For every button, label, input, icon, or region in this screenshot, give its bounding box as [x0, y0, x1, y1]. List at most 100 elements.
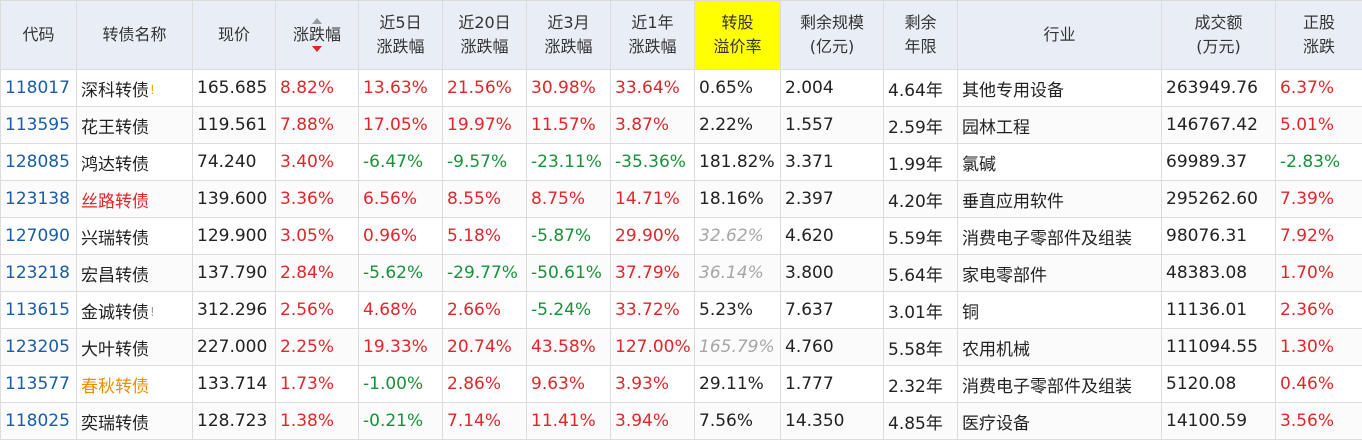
table-row[interactable]: 128085 鸿达转债 74.240 3.40% -6.47% -9.57% -23.11%… — [0, 143, 1362, 181]
chg1y-cell: 29.90% — [610, 217, 695, 255]
name-text: 深科转债 — [81, 80, 149, 101]
name-cell[interactable]: 奕瑞转债 — [76, 402, 193, 440]
industry-text: 铜 — [962, 302, 979, 323]
header-remaining-years[interactable]: 剩余 年限 — [883, 0, 958, 70]
table-row[interactable]: 113595 花王转债 119.561 7.88% 17.05% 19.97% 11.57%… — [0, 106, 1362, 144]
name-cell[interactable]: 宏昌转债 — [76, 254, 193, 292]
price-cell: 129.900 — [192, 217, 276, 255]
change-cell: 7.88% — [275, 106, 359, 144]
name-cell[interactable]: 春秋转债 — [76, 365, 193, 403]
name-cell[interactable]: 丝路转债 — [76, 180, 193, 218]
name-cell[interactable]: 金诚转债! — [76, 291, 193, 329]
chg3m-text: -50.61% — [531, 263, 602, 283]
volume-cell: 98076.31 — [1161, 217, 1276, 255]
code-cell[interactable]: 118025 — [0, 402, 77, 440]
header-code[interactable]: 代码 — [0, 0, 77, 70]
stock-change-cell: 7.39% — [1275, 180, 1362, 218]
name-cell[interactable]: 兴瑞转债 — [76, 217, 193, 255]
chg3m-text: 43.58% — [531, 337, 596, 357]
name-cell[interactable]: 大叶转债 — [76, 328, 193, 366]
chg20d-text: 2.66% — [447, 300, 502, 320]
premium-cell: 5.23% — [694, 291, 781, 329]
price-cell: 165.685 — [192, 69, 276, 107]
code-cell[interactable]: 113595 — [0, 106, 77, 144]
name-cell[interactable]: 花王转债 — [76, 106, 193, 144]
industry-text: 医疗设备 — [962, 413, 1030, 434]
code-cell[interactable]: 123138 — [0, 180, 77, 218]
change-text: 3.05% — [280, 226, 335, 246]
code-cell[interactable]: 128085 — [0, 143, 77, 181]
header-premium[interactable]: 转股 溢价率 — [694, 0, 781, 70]
code-text: 113615 — [5, 300, 70, 320]
code-cell[interactable]: 118017 — [0, 69, 77, 107]
industry-text: 消费电子零部件及组装 — [962, 228, 1132, 249]
chg5d-cell: 6.56% — [358, 180, 443, 218]
volume-text: 295262.60 — [1166, 189, 1258, 209]
table-row[interactable]: 113615 金诚转债! 312.296 2.56% 4.68% 2.66% -5.24% 3… — [0, 291, 1362, 329]
table-row[interactable]: 118025 奕瑞转债 128.723 1.38% -0.21% 7.14% 11.41% 3… — [0, 402, 1362, 440]
chg5d-cell: -6.47% — [358, 143, 443, 181]
industry-text: 氯碱 — [962, 154, 996, 175]
header-name[interactable]: 转债名称 — [76, 0, 193, 70]
remaining-years-cell: 5.58年 — [883, 328, 958, 366]
remaining-years-text: 5.64年 — [888, 265, 943, 286]
chg3m-text: -23.11% — [531, 152, 602, 172]
chg20d-cell: 8.55% — [442, 180, 527, 218]
premium-cell: 2.22% — [694, 106, 781, 144]
table-row[interactable]: 123218 宏昌转债 137.790 2.84% -5.62% -29.77% -50.6… — [0, 254, 1362, 292]
code-text: 128085 — [5, 152, 70, 172]
name-cell[interactable]: 鸿达转债 — [76, 143, 193, 181]
header-stock-change[interactable]: 正股 涨跌 — [1275, 0, 1362, 70]
chg1y-cell: 3.93% — [610, 365, 695, 403]
chg1y-text: -35.36% — [615, 152, 686, 172]
price-text: 129.900 — [197, 226, 268, 246]
name-cell[interactable]: 深科转债! — [76, 69, 193, 107]
chg5d-cell: -0.21% — [358, 402, 443, 440]
volume-cell: 69989.37 — [1161, 143, 1276, 181]
premium-cell: 181.82% — [694, 143, 781, 181]
remaining-years-text: 3.01年 — [888, 302, 943, 323]
table-row[interactable]: 123138 丝路转债 139.600 3.36% 6.56% 8.55% 8.75% 14.… — [0, 180, 1362, 218]
code-cell[interactable]: 123218 — [0, 254, 77, 292]
change-cell: 8.82% — [275, 69, 359, 107]
chg5d-cell: -1.00% — [358, 365, 443, 403]
premium-text: 165.79% — [699, 337, 775, 357]
remaining-years-cell: 4.85年 — [883, 402, 958, 440]
header-chg5d[interactable]: 近5日 涨跌幅 — [358, 0, 443, 70]
header-industry[interactable]: 行业 — [957, 0, 1162, 70]
stock-change-cell: 5.01% — [1275, 106, 1362, 144]
change-cell: 3.05% — [275, 217, 359, 255]
code-cell[interactable]: 127090 — [0, 217, 77, 255]
header-volume[interactable]: 成交额 (万元) — [1161, 0, 1276, 70]
header-chg3m[interactable]: 近3月 涨跌幅 — [526, 0, 611, 70]
table-row[interactable]: 127090 兴瑞转债 129.900 3.05% 0.96% 5.18% -5.87% 29… — [0, 217, 1362, 255]
code-cell[interactable]: 113615 — [0, 291, 77, 329]
chg20d-text: 21.56% — [447, 78, 512, 98]
header-chg1y[interactable]: 近1年 涨跌幅 — [610, 0, 695, 70]
chg5d-text: 4.68% — [363, 300, 418, 320]
chg5d-text: -6.47% — [363, 152, 424, 172]
table-row[interactable]: 113577 春秋转债 133.714 1.73% -1.00% 2.86% 9.63% 3.… — [0, 365, 1362, 403]
remaining-years-text: 5.58年 — [888, 339, 943, 360]
change-cell: 3.36% — [275, 180, 359, 218]
chg20d-cell: 2.86% — [442, 365, 527, 403]
chg5d-text: 19.33% — [363, 337, 428, 357]
code-cell[interactable]: 113577 — [0, 365, 77, 403]
chg3m-cell: -5.87% — [526, 217, 611, 255]
remaining-years-cell: 4.64年 — [883, 69, 958, 107]
code-cell[interactable]: 123205 — [0, 328, 77, 366]
chg3m-cell: 9.63% — [526, 365, 611, 403]
stock-change-cell: 0.46% — [1275, 365, 1362, 403]
name-text: 金诚转债 — [81, 302, 149, 323]
header-price[interactable]: 现价 — [192, 0, 276, 70]
chg5d-text: 13.63% — [363, 78, 428, 98]
table-row[interactable]: 118017 深科转债! 165.685 8.82% 13.63% 21.56% 30.98… — [0, 69, 1362, 107]
header-chg20d[interactable]: 近20日 涨跌幅 — [442, 0, 527, 70]
stock-change-cell: 6.37% — [1275, 69, 1362, 107]
remaining-years-text: 4.64年 — [888, 80, 943, 101]
table-row[interactable]: 123205 大叶转债 227.000 2.25% 19.33% 20.74% 43.58%… — [0, 328, 1362, 366]
industry-cell: 医疗设备 — [957, 402, 1162, 440]
header-change[interactable]: 涨跌幅 — [275, 0, 359, 70]
header-remaining-size[interactable]: 剩余规模 (亿元) — [780, 0, 884, 70]
change-cell: 3.40% — [275, 143, 359, 181]
